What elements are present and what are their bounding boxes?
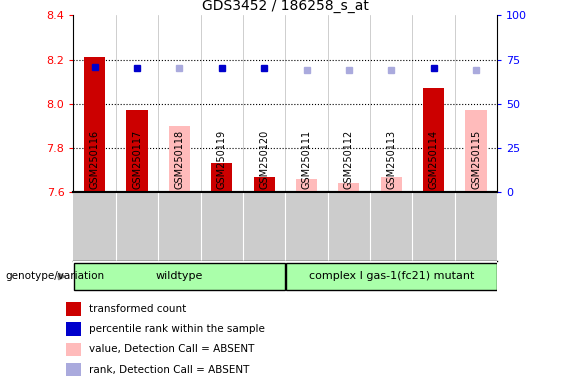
Bar [67, 343, 81, 356]
Bar [381, 177, 402, 192]
Bar [423, 88, 444, 192]
Text: transformed count: transformed count [89, 304, 186, 314]
Title: GDS3452 / 186258_s_at: GDS3452 / 186258_s_at [202, 0, 369, 13]
Bar [67, 363, 81, 376]
Bar [211, 163, 232, 192]
Bar [84, 57, 105, 192]
Bar [466, 110, 486, 192]
Bar [338, 183, 359, 192]
Text: wildtype: wildtype [156, 271, 203, 281]
Bar [254, 177, 275, 192]
Text: value, Detection Call = ABSENT: value, Detection Call = ABSENT [89, 344, 254, 354]
Text: rank, Detection Call = ABSENT: rank, Detection Call = ABSENT [89, 365, 249, 375]
Bar [67, 302, 81, 316]
Text: percentile rank within the sample: percentile rank within the sample [89, 324, 264, 334]
Bar [285, 263, 497, 290]
Text: complex I gas-1(fc21) mutant: complex I gas-1(fc21) mutant [308, 271, 474, 281]
Bar [296, 179, 317, 192]
Bar [127, 110, 147, 192]
Bar [67, 322, 81, 336]
Bar [73, 263, 285, 290]
Text: genotype/variation: genotype/variation [6, 271, 105, 281]
Bar [169, 126, 190, 192]
